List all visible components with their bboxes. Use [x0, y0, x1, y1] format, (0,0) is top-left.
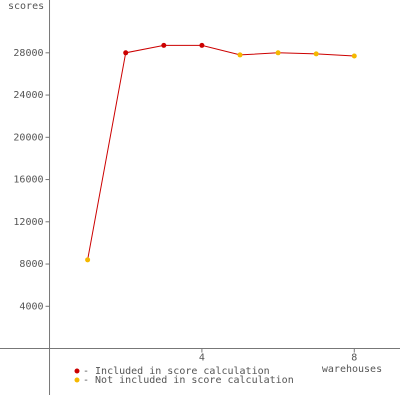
legend-label: - Included in score calculation — [83, 366, 270, 377]
data-point — [199, 42, 205, 48]
data-point — [351, 53, 357, 59]
x-tick-label: 4 — [199, 353, 205, 364]
data-point — [161, 42, 167, 48]
y-axis-label: scores — [8, 1, 44, 12]
y-tick-label: 8000 — [19, 259, 43, 270]
legend-marker — [74, 377, 80, 383]
y-tick-label: 20000 — [13, 132, 43, 143]
y-tick-label: 28000 — [13, 48, 43, 59]
score-line — [87, 44, 355, 260]
data-point — [123, 50, 129, 56]
data-point — [85, 257, 91, 263]
legend-marker — [74, 368, 80, 374]
y-tick-label: 16000 — [13, 175, 43, 186]
data-point — [313, 51, 319, 57]
data-point — [237, 52, 243, 58]
x-tick-label: 8 — [351, 353, 357, 364]
y-tick-label: 12000 — [13, 217, 43, 228]
legend-label: - Not included in score calculation — [83, 375, 294, 386]
data-point — [275, 50, 281, 56]
y-tick-label: 24000 — [13, 90, 43, 101]
y-tick-label: 4000 — [19, 301, 43, 312]
x-axis-label: warehouses — [322, 364, 382, 375]
